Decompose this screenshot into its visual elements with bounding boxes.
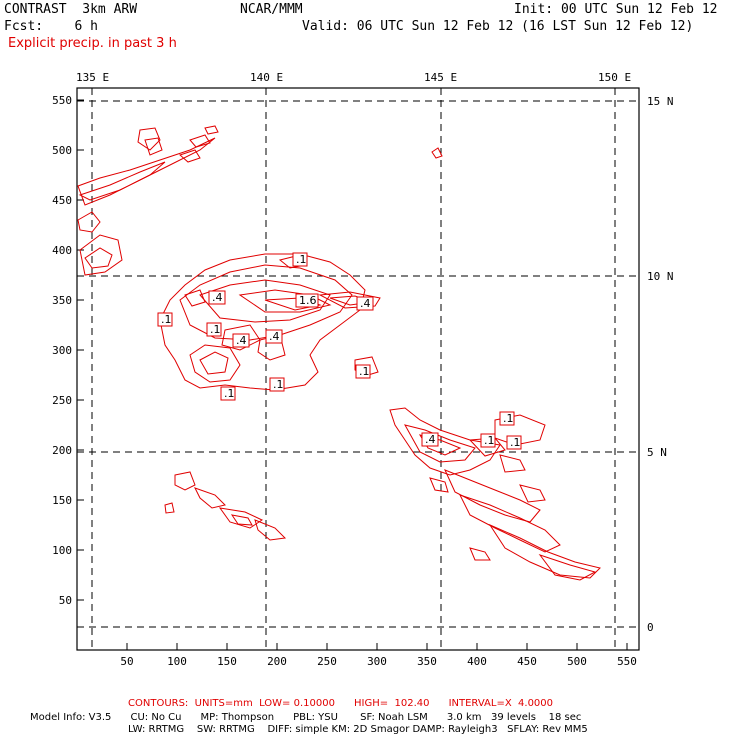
contour-label: .4: [360, 297, 371, 310]
y-tick-label: 250: [52, 394, 72, 407]
lon-label-140e: 140 E: [250, 71, 283, 84]
latitude-labels: 15 N 10 N 5 N 0: [647, 95, 674, 634]
contour-label: .1: [210, 323, 221, 336]
lat-label-15n: 15 N: [647, 95, 674, 108]
field-title: Explicit precip. in past 3 h: [8, 36, 177, 51]
contour-label: .1: [273, 378, 284, 391]
contour-labels: .1 .4 1.6 .4 .1 .1 .4 .4 .1 .1 .1 .1 .4 …: [157, 252, 522, 450]
contour-central-outer: [159, 253, 366, 391]
x-axis-labels: 50 100 150 200 250 300 350 400 450 500 5…: [120, 655, 637, 668]
lon-label-150e: 150 E: [598, 71, 631, 84]
org-label: NCAR/MMM: [240, 2, 303, 17]
axis-ticks: [77, 99, 628, 650]
y-tick-label: 150: [52, 494, 72, 507]
x-tick-label: 300: [367, 655, 387, 668]
lat-lon-grid: [77, 88, 639, 650]
y-tick-label: 550: [52, 94, 72, 107]
contour-label: .1: [510, 436, 521, 449]
y-tick-label: 50: [59, 594, 72, 607]
x-tick-label: 500: [567, 655, 587, 668]
forecast-hour: Fcst: 6 h: [4, 19, 98, 34]
contour-label: .1: [359, 365, 370, 378]
contour-label: .1: [161, 313, 172, 326]
init-time: Init: 00 UTC Sun 12 Feb 12: [514, 2, 718, 17]
x-tick-label: 100: [167, 655, 187, 668]
y-tick-label: 400: [52, 244, 72, 257]
contour-info: CONTOURS: UNITS=mm LOW= 0.10000 HIGH= 10…: [128, 698, 554, 709]
contour-label: .1: [484, 434, 495, 447]
model-info: Model Info: V3.5 CU: No Cu MP: Thompson …: [30, 712, 582, 723]
lon-label-135e: 135 E: [76, 71, 109, 84]
contour-label: .4: [269, 330, 280, 343]
y-axis-labels: 550 500 450 400 350 300 250 200 150 100 …: [52, 94, 72, 607]
x-tick-label: 200: [267, 655, 287, 668]
y-tick-label: 300: [52, 344, 72, 357]
contour-label: .1: [224, 387, 235, 400]
x-tick-label: 350: [417, 655, 437, 668]
lat-label-0: 0: [647, 621, 654, 634]
y-tick-label: 450: [52, 194, 72, 207]
model-title: CONTRAST 3km ARW: [4, 2, 138, 17]
contour-label: .4: [236, 334, 247, 347]
x-tick-label: 150: [217, 655, 237, 668]
longitude-labels: 135 E 140 E 145 E 150 E: [76, 71, 631, 84]
contour-label: .1: [503, 412, 514, 425]
contour-se-band: [389, 407, 501, 476]
x-tick-label: 450: [517, 655, 537, 668]
y-tick-label: 100: [52, 544, 72, 557]
physics-info: LW: RRTMG SW: RRTMG DIFF: simple KM: 2D …: [128, 724, 588, 735]
y-tick-label: 500: [52, 144, 72, 157]
contour-sw-band: [174, 471, 196, 491]
valid-time: Valid: 06 UTC Sun 12 Feb 12 (16 LST Sun …: [302, 19, 694, 34]
contour-label: .4: [425, 433, 436, 446]
lat-label-10n: 10 N: [647, 270, 674, 283]
y-tick-label: 200: [52, 444, 72, 457]
x-tick-label: 50: [120, 655, 133, 668]
map-frame: [76, 87, 640, 651]
precip-contours: [77, 125, 601, 581]
contour-label: .4: [212, 291, 223, 304]
x-tick-label: 550: [617, 655, 637, 668]
lon-label-145e: 145 E: [424, 71, 457, 84]
x-tick-label: 400: [467, 655, 487, 668]
contour-label: 1.6: [299, 294, 317, 307]
y-tick-label: 350: [52, 294, 72, 307]
lat-label-5n: 5 N: [647, 446, 667, 459]
contour-label: .1: [296, 253, 307, 266]
x-tick-label: 250: [317, 655, 337, 668]
